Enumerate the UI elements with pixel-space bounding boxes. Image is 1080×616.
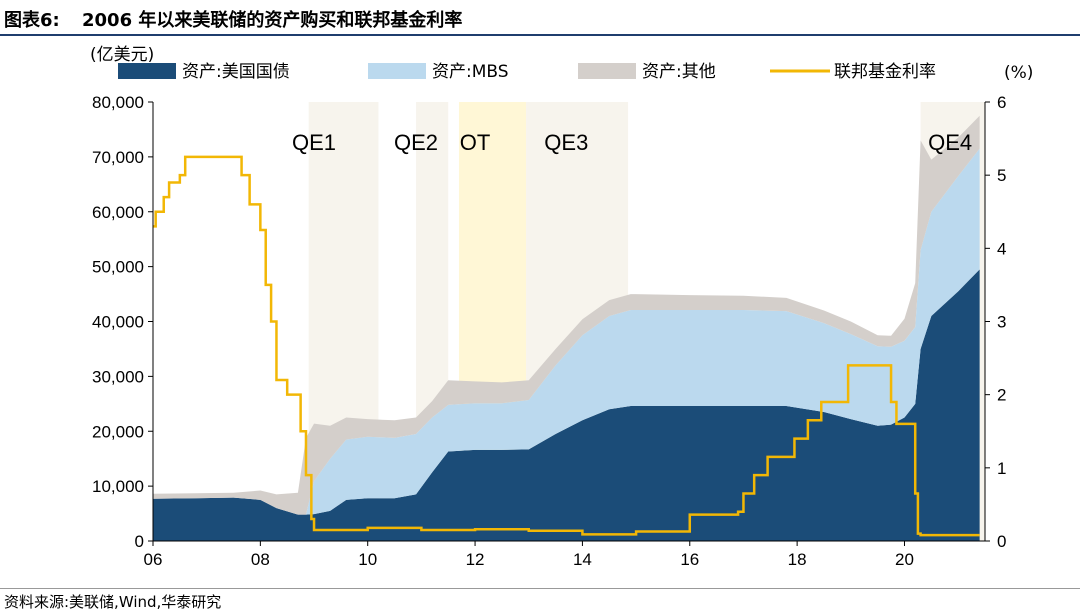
x-tick-label: 16 <box>680 550 699 569</box>
annotation-ot: OT <box>460 130 491 155</box>
source-note: 资料来源:美联储,Wind,华泰研究 <box>4 593 222 611</box>
area-series-2 <box>153 148 980 515</box>
area-series-3 <box>153 115 980 515</box>
legend-label-2: 资产:MBS <box>432 62 509 82</box>
axes: 0 10,000 20,000 30,000 40,000 50,000 60,000 70,… <box>92 93 1006 569</box>
x-tick-label: 14 <box>573 550 592 569</box>
annotation-qe3: QE3 <box>544 130 588 155</box>
fed-funds-line <box>153 155 980 537</box>
left-axis-unit: (亿美元) <box>90 45 154 65</box>
legend-swatch-1 <box>118 63 176 79</box>
stacked-areas <box>153 115 980 541</box>
y-right-tick-label: 5 <box>997 166 1006 185</box>
x-tick-label: 18 <box>788 550 807 569</box>
y-left-tick-label: 30,000 <box>92 367 144 386</box>
qe-labels: QE1 QE2 OT QE3 QE4 <box>292 130 972 155</box>
annotation-qe2: QE2 <box>394 130 438 155</box>
y-right-tick-label: 6 <box>997 93 1006 112</box>
x-tick-label: 08 <box>251 550 270 569</box>
legend-label-4: 联邦基金利率 <box>834 62 936 82</box>
title-rule <box>0 34 1080 36</box>
y-left-tick-label: 60,000 <box>92 203 144 222</box>
annotation-qe1: QE1 <box>292 130 336 155</box>
y-right-tick-label: 3 <box>997 313 1006 332</box>
x-tick-label: 20 <box>895 550 914 569</box>
figure-label: 图表6: <box>4 10 60 31</box>
y-right-tick-label: 1 <box>997 459 1006 478</box>
area-series-1 <box>153 269 980 541</box>
y-right-tick-label: 2 <box>997 386 1006 405</box>
x-tick-label: 10 <box>358 550 377 569</box>
fed-funds-rate-line <box>153 155 980 537</box>
legend-swatch-2 <box>368 63 426 79</box>
footer-rule <box>0 588 1080 589</box>
y-left-tick-label: 70,000 <box>92 148 144 167</box>
x-tick-label: 12 <box>466 550 485 569</box>
y-left-tick-label: 10,000 <box>92 477 144 496</box>
y-right-tick-label: 4 <box>997 239 1006 258</box>
x-tick-label: 06 <box>144 550 163 569</box>
y-left-tick-label: 50,000 <box>92 258 144 277</box>
legend: 资产:美国国债 资产:MBS 资产:其他 联邦基金利率 <box>118 62 936 82</box>
chart: 0 10,000 20,000 30,000 40,000 50,000 60,000 70,… <box>90 45 1033 569</box>
annotation-qe4: QE4 <box>928 130 972 155</box>
y-left-tick-label: 40,000 <box>92 313 144 332</box>
chart-title: 2006 年以来美联储的资产购买和联邦基金利率 <box>82 10 463 31</box>
legend-label-1: 资产:美国国债 <box>182 62 290 82</box>
y-left-tick-label: 0 <box>135 532 144 551</box>
legend-label-3: 资产:其他 <box>642 62 716 82</box>
y-left-tick-label: 20,000 <box>92 422 144 441</box>
y-left-tick-label: 80,000 <box>92 93 144 112</box>
title-bar: 图表6: 2006 年以来美联储的资产购买和联邦基金利率 <box>0 0 1080 34</box>
right-axis-unit: (%) <box>1004 63 1033 83</box>
y-right-tick-label: 0 <box>997 532 1006 551</box>
legend-swatch-3 <box>578 63 636 79</box>
